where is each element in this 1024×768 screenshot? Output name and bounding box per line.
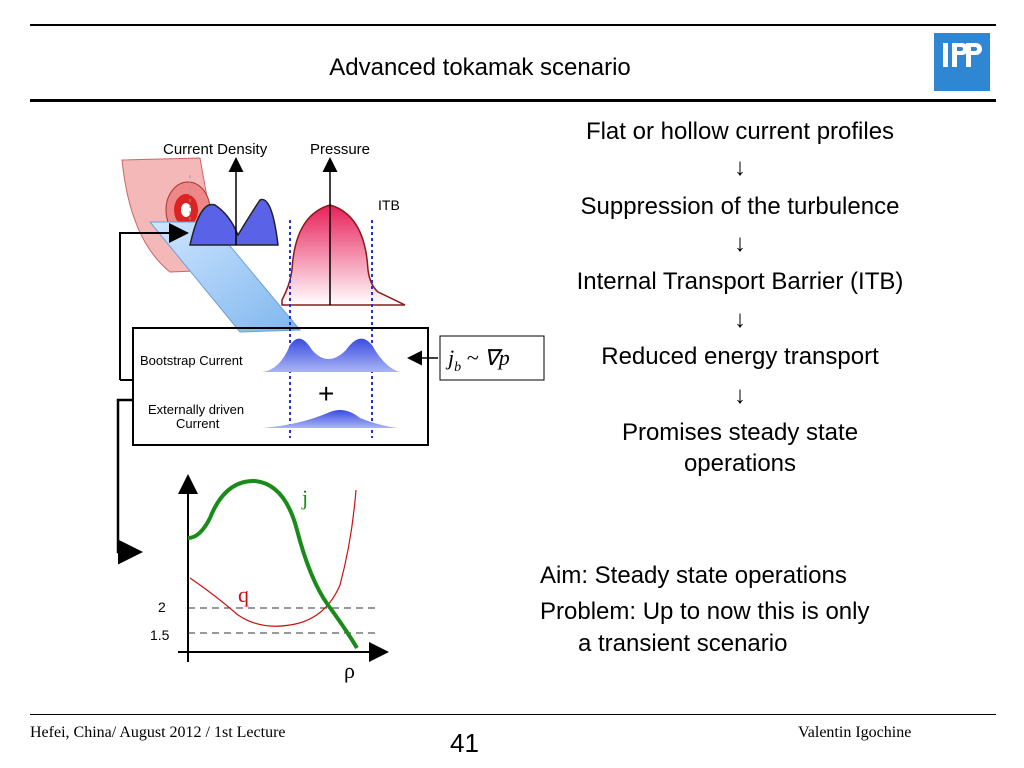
formula-j: j <box>445 345 454 370</box>
formula-subscript: b <box>454 360 461 375</box>
pressure-profile: Pressure ITB <box>281 141 406 306</box>
bootstrap-label: Bootstrap Current <box>140 353 243 368</box>
q-curve <box>189 489 357 627</box>
itb-label: ITB <box>378 197 400 213</box>
j-curve <box>187 478 359 650</box>
ipp-logo <box>934 33 990 91</box>
tick-15: 1.5 <box>150 627 170 643</box>
rho-label: ρ <box>344 658 355 683</box>
problem-text-cont: a transient scenario <box>578 630 788 657</box>
formula-text: jb ~ ∇p <box>445 345 510 375</box>
plus-sign: + <box>318 378 334 409</box>
flow-step-3: Internal Transport Barrier (ITB) <box>576 268 904 295</box>
connector-to-current <box>119 223 189 380</box>
ipp-logo-mark <box>943 43 982 67</box>
formula-rest: ~ ∇p <box>461 345 510 370</box>
flow-step-6: operations <box>683 450 797 477</box>
external-label-1: Externally driven <box>148 402 244 417</box>
current-density-profile: Current Density <box>163 141 279 246</box>
problem-text: Problem: Up to now this is only <box>540 598 870 625</box>
title-rule <box>30 99 996 102</box>
bootstrap-profile <box>262 338 400 372</box>
flow-step-5: Promises steady state <box>621 419 859 446</box>
page-number: 41 <box>450 728 479 758</box>
formula-box <box>439 335 545 381</box>
page-title: Advanced tokamak scenario <box>329 54 631 81</box>
external-label-2: Current <box>176 416 220 431</box>
footer-rule <box>30 714 996 715</box>
q-label: q <box>238 582 249 607</box>
flow-arrow-4: ↓ <box>734 382 746 409</box>
pressure-label: Pressure <box>310 141 370 158</box>
flow-arrow-3: ↓ <box>734 306 746 333</box>
diagnostic-beam <box>148 221 302 333</box>
flow-step-2: Suppression of the turbulence <box>580 193 900 220</box>
aim-text: Aim: Steady state operations <box>540 562 847 589</box>
tokamak-diagram: Current Density Pressure ITB Bootstrap C… <box>116 141 545 683</box>
j-label: j <box>301 485 308 510</box>
footer-event: Hefei, China/ August 2012 / 1st Lecture <box>30 724 286 741</box>
current-density-label: Current Density <box>163 141 268 158</box>
footer-author: Valentin Igochine <box>798 724 912 741</box>
flow-arrow-2: ↓ <box>734 230 746 257</box>
top-rule <box>30 24 996 26</box>
current-components-box <box>132 327 429 446</box>
flow-step-4: Reduced energy transport <box>601 343 879 370</box>
tick-2: 2 <box>158 599 166 615</box>
external-profile <box>262 410 398 428</box>
jq-plot: 2 1.5 j q ρ <box>150 474 389 683</box>
flow-arrow-1: ↓ <box>734 154 746 181</box>
flow-step-1: Flat or hollow current profiles <box>585 118 895 145</box>
connector-to-plot <box>116 398 143 565</box>
